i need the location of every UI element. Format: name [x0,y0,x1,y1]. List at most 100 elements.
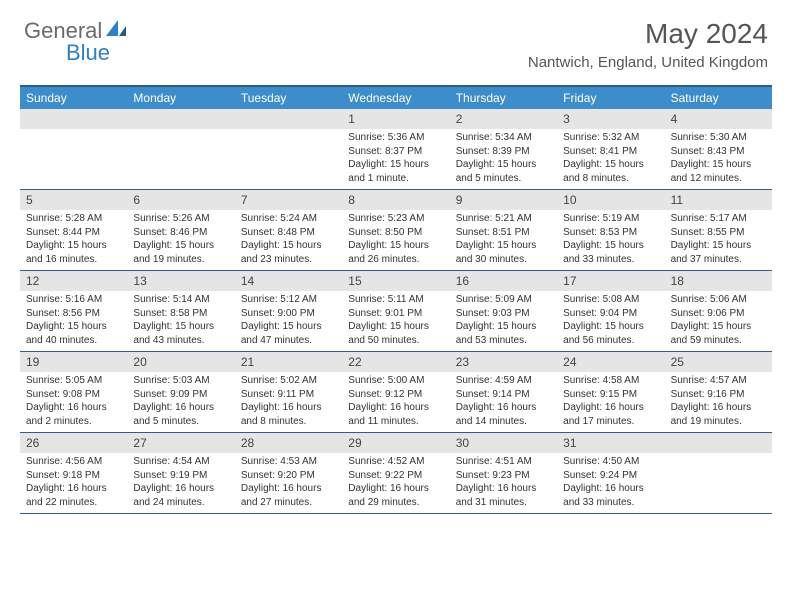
sunrise-text: Sunrise: 4:58 AM [563,374,658,388]
daylight-text: Daylight: 15 hours and 12 minutes. [671,158,766,185]
sunrise-text: Sunrise: 5:16 AM [26,293,121,307]
week-body-row: Sunrise: 4:56 AMSunset: 9:18 PMDaylight:… [20,453,772,514]
daylight-text: Daylight: 15 hours and 59 minutes. [671,320,766,347]
sunrise-text: Sunrise: 4:54 AM [133,455,228,469]
sunset-text: Sunset: 9:22 PM [348,469,443,483]
sunrise-text: Sunrise: 5:21 AM [456,212,551,226]
day-cell: Sunrise: 5:24 AMSunset: 8:48 PMDaylight:… [235,210,342,270]
sunset-text: Sunset: 8:51 PM [456,226,551,240]
daylight-text: Daylight: 16 hours and 22 minutes. [26,482,121,509]
sunset-text: Sunset: 9:11 PM [241,388,336,402]
day-cell: Sunrise: 5:12 AMSunset: 9:00 PMDaylight:… [235,291,342,351]
sunset-text: Sunset: 9:09 PM [133,388,228,402]
week-daynum-row: 19202122232425 [20,352,772,372]
logo-text-blue: Blue [66,40,110,66]
sunset-text: Sunset: 9:08 PM [26,388,121,402]
day-number: 15 [342,271,449,291]
day-cell: Sunrise: 4:59 AMSunset: 9:14 PMDaylight:… [450,372,557,432]
sunrise-text: Sunrise: 5:09 AM [456,293,551,307]
day-number: 17 [557,271,664,291]
day-cell: Sunrise: 5:23 AMSunset: 8:50 PMDaylight:… [342,210,449,270]
sunset-text: Sunset: 9:03 PM [456,307,551,321]
sunrise-text: Sunrise: 5:34 AM [456,131,551,145]
day-cell [235,129,342,189]
daylight-text: Daylight: 16 hours and 2 minutes. [26,401,121,428]
day-cell: Sunrise: 5:17 AMSunset: 8:55 PMDaylight:… [665,210,772,270]
day-number: 6 [127,190,234,210]
day-number: 30 [450,433,557,453]
sunrise-text: Sunrise: 5:26 AM [133,212,228,226]
daylight-text: Daylight: 15 hours and 16 minutes. [26,239,121,266]
sunrise-text: Sunrise: 5:00 AM [348,374,443,388]
sunset-text: Sunset: 9:20 PM [241,469,336,483]
daylight-text: Daylight: 15 hours and 53 minutes. [456,320,551,347]
sunset-text: Sunset: 8:39 PM [456,145,551,159]
day-cell: Sunrise: 4:57 AMSunset: 9:16 PMDaylight:… [665,372,772,432]
sunset-text: Sunset: 8:53 PM [563,226,658,240]
weekday-header-row: SundayMondayTuesdayWednesdayThursdayFrid… [20,87,772,109]
daylight-text: Daylight: 15 hours and 43 minutes. [133,320,228,347]
day-number: 16 [450,271,557,291]
day-number: 25 [665,352,772,372]
sunset-text: Sunset: 9:00 PM [241,307,336,321]
sunset-text: Sunset: 9:15 PM [563,388,658,402]
day-number: 18 [665,271,772,291]
sunrise-text: Sunrise: 4:52 AM [348,455,443,469]
day-number: 21 [235,352,342,372]
logo: General Blue [24,18,128,44]
week-body-row: Sunrise: 5:16 AMSunset: 8:56 PMDaylight:… [20,291,772,352]
daylight-text: Daylight: 15 hours and 1 minute. [348,158,443,185]
day-cell: Sunrise: 4:53 AMSunset: 9:20 PMDaylight:… [235,453,342,513]
sunrise-text: Sunrise: 4:50 AM [563,455,658,469]
sunset-text: Sunset: 9:19 PM [133,469,228,483]
weekday-header: Saturday [665,87,772,109]
sunrise-text: Sunrise: 5:19 AM [563,212,658,226]
sunrise-text: Sunrise: 5:12 AM [241,293,336,307]
day-cell: Sunrise: 4:51 AMSunset: 9:23 PMDaylight:… [450,453,557,513]
daylight-text: Daylight: 16 hours and 8 minutes. [241,401,336,428]
daylight-text: Daylight: 15 hours and 40 minutes. [26,320,121,347]
sunrise-text: Sunrise: 4:59 AM [456,374,551,388]
day-number: 9 [450,190,557,210]
day-cell: Sunrise: 5:21 AMSunset: 8:51 PMDaylight:… [450,210,557,270]
daylight-text: Daylight: 15 hours and 56 minutes. [563,320,658,347]
day-number [665,433,772,453]
day-number: 12 [20,271,127,291]
sunset-text: Sunset: 8:46 PM [133,226,228,240]
day-number: 13 [127,271,234,291]
day-number [20,109,127,129]
daylight-text: Daylight: 15 hours and 37 minutes. [671,239,766,266]
day-number [127,109,234,129]
sunset-text: Sunset: 8:48 PM [241,226,336,240]
day-number: 1 [342,109,449,129]
weekday-header: Friday [557,87,664,109]
daylight-text: Daylight: 16 hours and 24 minutes. [133,482,228,509]
daylight-text: Daylight: 16 hours and 14 minutes. [456,401,551,428]
sunset-text: Sunset: 8:58 PM [133,307,228,321]
sunrise-text: Sunrise: 4:56 AM [26,455,121,469]
sunrise-text: Sunrise: 5:05 AM [26,374,121,388]
daylight-text: Daylight: 16 hours and 29 minutes. [348,482,443,509]
sunset-text: Sunset: 9:04 PM [563,307,658,321]
sunset-text: Sunset: 9:24 PM [563,469,658,483]
day-number: 29 [342,433,449,453]
sunset-text: Sunset: 9:14 PM [456,388,551,402]
daylight-text: Daylight: 16 hours and 19 minutes. [671,401,766,428]
daylight-text: Daylight: 15 hours and 19 minutes. [133,239,228,266]
sunrise-text: Sunrise: 5:32 AM [563,131,658,145]
location-text: Nantwich, England, United Kingdom [528,54,768,71]
week-daynum-row: 12131415161718 [20,271,772,291]
week-daynum-row: 262728293031 [20,433,772,453]
week-body-row: Sunrise: 5:28 AMSunset: 8:44 PMDaylight:… [20,210,772,271]
month-title: May 2024 [528,18,768,50]
title-block: May 2024 Nantwich, England, United Kingd… [528,18,768,71]
sunset-text: Sunset: 9:23 PM [456,469,551,483]
weekday-header: Wednesday [342,87,449,109]
day-cell: Sunrise: 4:58 AMSunset: 9:15 PMDaylight:… [557,372,664,432]
daylight-text: Daylight: 16 hours and 17 minutes. [563,401,658,428]
day-number: 26 [20,433,127,453]
day-number: 20 [127,352,234,372]
week-body-row: Sunrise: 5:36 AMSunset: 8:37 PMDaylight:… [20,129,772,190]
day-number: 10 [557,190,664,210]
sunrise-text: Sunrise: 5:08 AM [563,293,658,307]
